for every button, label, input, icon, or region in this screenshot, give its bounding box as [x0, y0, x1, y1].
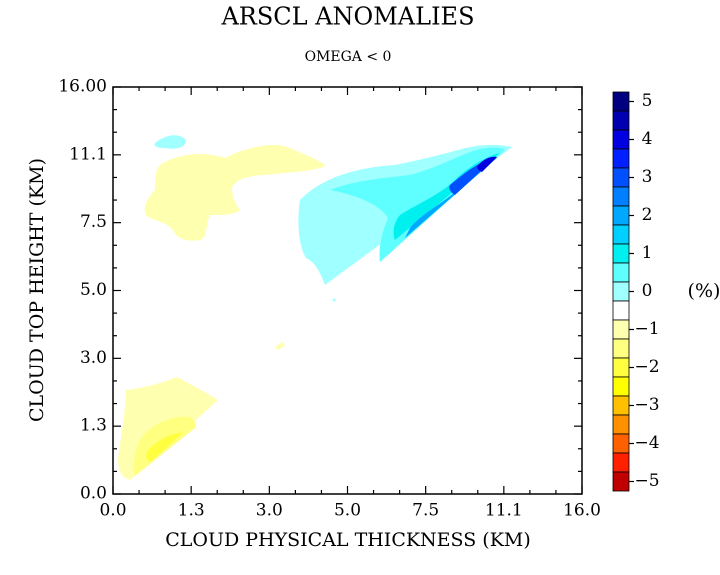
colorbar-swatch [612, 186, 630, 207]
colorbar-swatch [612, 452, 630, 473]
y-tick-label: 0.0 [80, 484, 107, 504]
colorbar-swatch [612, 433, 630, 454]
colorbar-swatch [612, 91, 630, 112]
colorbar-swatch [612, 395, 630, 416]
y-tick-label: 16.00 [58, 77, 107, 97]
colorbar-swatch [612, 110, 630, 131]
colorbar-label: 2 [642, 205, 653, 225]
colorbar-label: 5 [642, 91, 653, 111]
contour-field [118, 135, 512, 480]
x-tick-label: 7.5 [412, 501, 439, 521]
colorbar-swatch [612, 338, 630, 359]
colorbar-swatch [612, 319, 630, 340]
chart-title: ARSCL ANOMALIES [220, 3, 474, 31]
colorbar-label: 4 [642, 129, 653, 149]
colorbar-label: 3 [642, 167, 653, 187]
colorbar-swatch [612, 205, 630, 226]
colorbar-label: −2 [634, 357, 659, 377]
contour-region [154, 135, 186, 149]
contour-region [477, 156, 497, 172]
colorbar-swatch [612, 300, 630, 321]
x-tick-label: 16.0 [563, 501, 601, 521]
y-axis-label: CLOUD TOP HEIGHT (KM) [26, 158, 48, 422]
colorbar-label: 0 [642, 281, 653, 301]
contour-region [332, 298, 336, 302]
colorbar-swatch [612, 243, 630, 264]
contour-region [146, 432, 183, 462]
chart-subtitle: OMEGA < 0 [305, 49, 392, 65]
x-axis-label: CLOUD PHYSICAL THICKNESS (KM) [165, 529, 531, 551]
colorbar-swatch [612, 357, 630, 378]
x-tick-label: 5.0 [334, 501, 361, 521]
colorbar-label: −5 [634, 471, 659, 491]
colorbar-swatch [612, 148, 630, 169]
y-tick-label: 11.1 [69, 144, 107, 164]
x-tick-label: 1.3 [178, 501, 205, 521]
contour-region [144, 145, 326, 241]
colorbar-swatch [612, 376, 630, 397]
colorbar-swatch [612, 224, 630, 245]
colorbar-swatch [612, 281, 630, 302]
colorbar-swatch [612, 262, 630, 283]
colorbar-label: −3 [634, 395, 659, 415]
colorbar-label: 1 [642, 243, 653, 263]
colorbar-label: −1 [634, 319, 659, 339]
x-tick-label: 0.0 [99, 501, 126, 521]
contour-region [405, 157, 498, 238]
colorbar-swatch [612, 129, 630, 150]
contour-region [275, 342, 285, 350]
y-tick-label: 3.0 [80, 348, 107, 368]
y-tick-label: 5.0 [80, 280, 107, 300]
x-tick-label: 3.0 [256, 501, 283, 521]
y-tick-label: 1.3 [80, 416, 107, 436]
x-tick-label: 11.1 [485, 501, 523, 521]
colorbar-label: −4 [634, 433, 659, 453]
y-tick-label: 7.5 [80, 212, 107, 232]
colorbar-swatch [612, 167, 630, 188]
colorbar-swatch [612, 414, 630, 435]
colorbar-swatch [612, 471, 630, 492]
colorbar-unit: (%) [688, 280, 720, 302]
